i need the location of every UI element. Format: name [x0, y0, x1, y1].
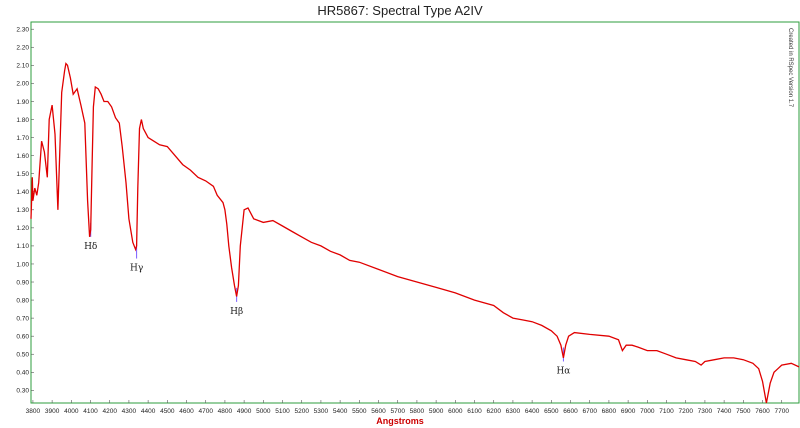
x-tick-label: 4000	[64, 408, 79, 415]
x-tick-label: 4700	[198, 408, 213, 415]
x-tick-label: 6600	[563, 408, 578, 415]
chart-title: HR5867: Spectral Type A2IV	[317, 3, 483, 18]
absorption-line-label: Hα	[556, 366, 570, 376]
x-tick-label: 7100	[659, 408, 674, 415]
x-tick-label: 6900	[621, 408, 636, 415]
line-labels: Hδ Hγ Hβ Hα	[84, 242, 570, 377]
y-tick-label: 0.70	[16, 315, 29, 322]
y-tick-label: 0.80	[16, 297, 29, 304]
x-tick-label: 3900	[45, 408, 60, 415]
x-axis-label: Angstroms	[376, 416, 424, 426]
plot-frame	[30, 21, 800, 404]
x-tick-label: 6100	[467, 408, 482, 415]
software-note: Created in RSpec Version 1.7	[781, 28, 795, 148]
x-tick-label: 5000	[256, 408, 271, 415]
y-axis: 0.30 0.40 0.50 0.60 0.70 0.80 0.90 1.00 1.10 1.20…	[16, 27, 34, 395]
y-tick-label: 1.30	[16, 207, 29, 214]
y-tick-label: 1.70	[16, 135, 29, 142]
x-tick-label: 5500	[352, 408, 367, 415]
y-tick-label: 2.00	[16, 81, 29, 88]
line-markers	[90, 222, 564, 362]
absorption-line-label: Hβ	[230, 307, 243, 317]
x-tick-label: 5100	[275, 408, 290, 415]
x-tick-label: 6300	[506, 408, 521, 415]
software-note-text: Created in RSpec Version 1.7	[787, 28, 793, 108]
x-tick-label: 4900	[237, 408, 252, 415]
x-tick-label: 7700	[774, 408, 789, 415]
x-tick-label: 5400	[333, 408, 348, 415]
x-tick-label: 6400	[525, 408, 540, 415]
x-tick-label: 6500	[544, 408, 559, 415]
y-tick-label: 1.90	[16, 99, 29, 106]
y-tick-label: 2.20	[16, 45, 29, 52]
x-tick-label: 3800	[26, 408, 41, 415]
y-tick-label: 1.50	[16, 171, 29, 178]
x-tick-label: 7000	[640, 408, 655, 415]
x-tick-label: 6200	[486, 408, 501, 415]
x-tick-label: 7200	[678, 408, 693, 415]
x-tick-label: 5300	[314, 408, 329, 415]
x-tick-label: 4400	[141, 408, 156, 415]
x-tick-label: 4800	[218, 408, 233, 415]
x-tick-label: 4300	[122, 408, 137, 415]
x-tick-label: 5900	[429, 408, 444, 415]
y-tick-label: 0.90	[16, 279, 29, 286]
x-tick-label: 4200	[102, 408, 117, 415]
absorption-line-label: Hγ	[130, 264, 143, 274]
x-tick-label: 7400	[717, 408, 732, 415]
x-tick-label: 6800	[602, 408, 617, 415]
x-tick-label: 4600	[179, 408, 194, 415]
y-tick-label: 1.00	[16, 261, 29, 268]
x-tick-label: 5700	[390, 408, 405, 415]
y-tick-label: 1.80	[16, 117, 29, 124]
y-tick-label: 1.40	[16, 189, 29, 196]
x-tick-label: 7300	[698, 408, 713, 415]
y-tick-label: 2.30	[16, 27, 29, 34]
y-tick-label: 1.60	[16, 153, 29, 160]
absorption-line-label: Hδ	[84, 242, 97, 252]
x-tick-label: 6000	[448, 408, 463, 415]
x-tick-label: 5800	[410, 408, 425, 415]
x-tick-label: 7500	[736, 408, 751, 415]
y-tick-label: 2.10	[16, 63, 29, 70]
x-tick-label: 4100	[83, 408, 98, 415]
y-tick-label: 0.40	[16, 370, 29, 377]
x-tick-label: 5600	[371, 408, 386, 415]
x-tick-label: 7600	[755, 408, 770, 415]
x-tick-label: 6700	[582, 408, 597, 415]
y-tick-label: 1.10	[16, 243, 29, 250]
y-tick-label: 0.60	[16, 333, 29, 340]
x-axis: 3800 3900 4000 4100 4200 4300 4400 4500 4600 4700…	[26, 400, 789, 415]
x-tick-label: 5200	[294, 408, 309, 415]
x-tick-label: 4500	[160, 408, 175, 415]
y-tick-label: 0.50	[16, 352, 29, 359]
y-tick-label: 0.30	[16, 388, 29, 395]
y-tick-label: 1.20	[16, 225, 29, 232]
spectrum-line	[30, 62, 800, 404]
